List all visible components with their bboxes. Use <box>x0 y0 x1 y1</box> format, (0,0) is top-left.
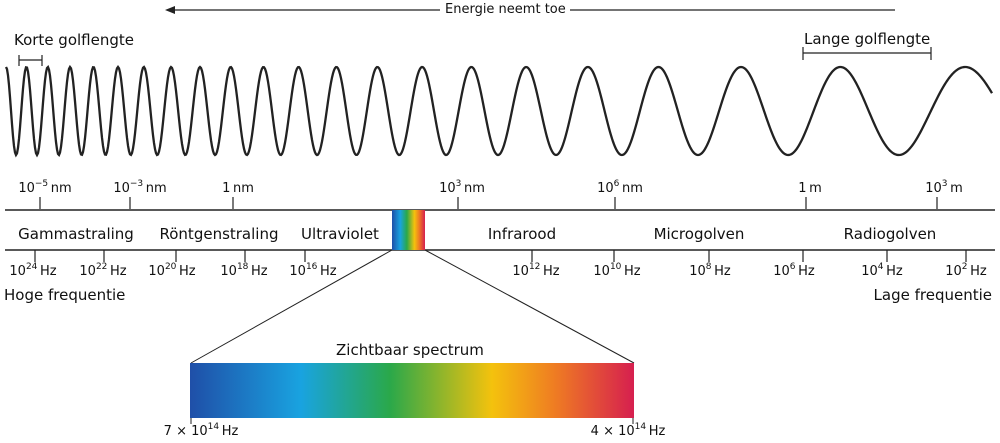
short-wave-label: Korte golflengte <box>14 31 134 49</box>
wavelength-tick: 103 nm <box>439 179 485 197</box>
wavelength-tick: 10−3 nm <box>113 179 167 197</box>
frequency-tick: 1024 Hz <box>9 262 57 280</box>
band-xray: Röntgenstraling <box>159 225 279 243</box>
frequency-tick: 1018 Hz <box>220 262 268 280</box>
wavelength-tick: 1 m <box>798 181 822 196</box>
band-infrared: Infrarood <box>487 225 557 243</box>
visible-right-frequency: 4 × 1014 Hz <box>590 422 666 440</box>
low-freq-label: Lage frequentie <box>873 286 992 304</box>
wavelength-tick: 10−5 nm <box>18 179 72 197</box>
band-gamma: Gammastraling <box>18 225 134 243</box>
band-radio: Radiogolven <box>843 225 937 243</box>
frequency-tick: 1010 Hz <box>593 262 641 280</box>
frequency-tick: 104 Hz <box>861 262 903 280</box>
wavelength-tick: 106 nm <box>597 179 643 197</box>
visible-spectrum-label: Zichtbaar spectrum <box>336 341 484 359</box>
visible-left-frequency: 7 × 1014 Hz <box>163 422 239 440</box>
zoom-lines <box>190 249 635 364</box>
frequency-tick: 108 Hz <box>689 262 731 280</box>
band-microwave: Microgolven <box>653 225 745 243</box>
frequency-tick: 1020 Hz <box>148 262 196 280</box>
wavelength-tick: 1 nm <box>222 181 254 196</box>
wavelength-tick: 103 m <box>925 179 963 197</box>
visible-spectrum-bar <box>190 363 634 418</box>
energy-arrow <box>165 6 895 14</box>
visible-strip <box>392 210 425 250</box>
frequency-tick: 1016 Hz <box>289 262 337 280</box>
frequency-tick: 106 Hz <box>773 262 815 280</box>
long-wave-bracket <box>802 47 932 60</box>
high-freq-label: Hoge frequentie <box>4 286 126 304</box>
energy-label: Energie neemt toe <box>445 2 566 17</box>
long-wave-label: Lange golflengte <box>804 30 931 48</box>
wavelength-tick-marks <box>39 197 938 209</box>
wave-line <box>4 64 993 158</box>
frequency-tick: 102 Hz <box>945 262 987 280</box>
short-wave-bracket <box>18 55 43 66</box>
band-uv: Ultraviolet <box>301 225 379 243</box>
frequency-tick-marks <box>34 250 967 262</box>
frequency-tick: 1012 Hz <box>512 262 560 280</box>
frequency-tick: 1022 Hz <box>79 262 127 280</box>
